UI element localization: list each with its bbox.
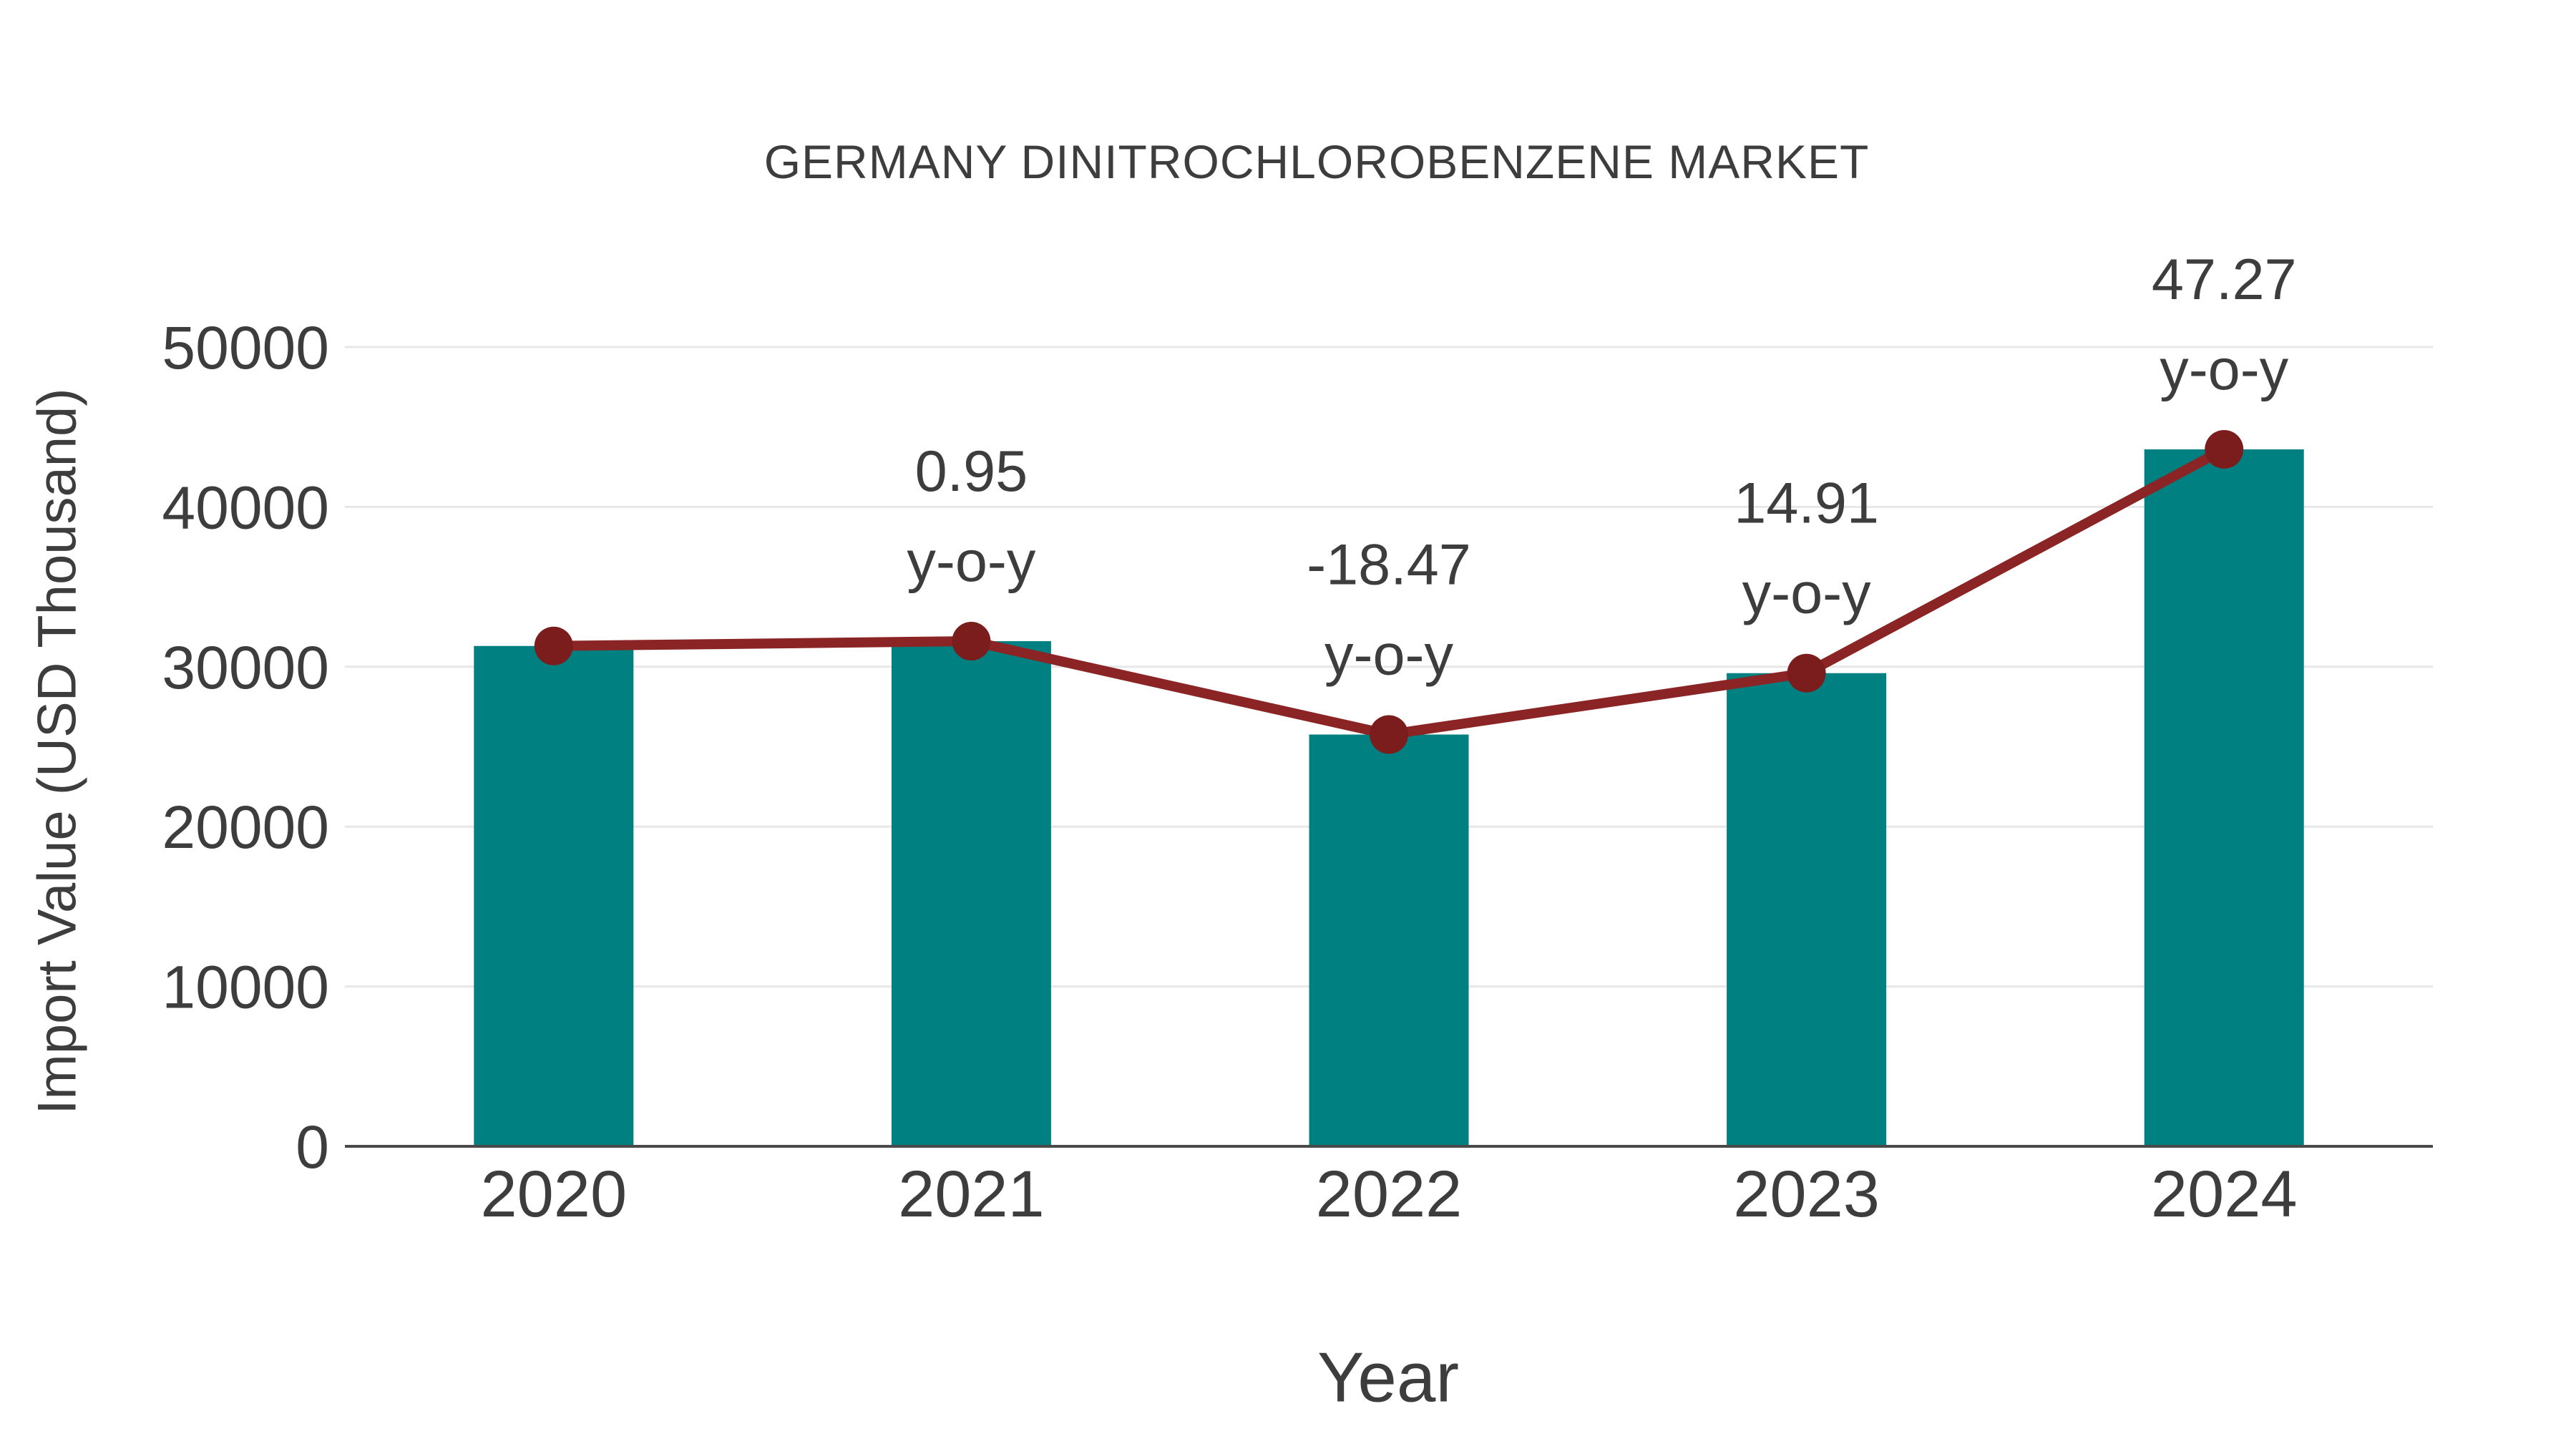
trend-marker-2020 [534,626,573,665]
x-tick-label: 2023 [1733,1158,1880,1231]
y-tick-label: 10000 [162,954,329,1021]
bar-2021 [891,641,1051,1146]
yoy-value-label: 47.27 [2152,248,2297,312]
x-axis-title: Year [1317,1337,1460,1417]
yoy-value-label: -18.47 [1307,533,1471,597]
y-tick-label: 30000 [162,634,329,701]
trend-marker-2022 [1370,715,1408,754]
bar-2023 [1727,673,1887,1146]
trend-marker-2021 [952,622,991,661]
yoy-value-label: 14.91 [1734,472,1879,536]
yoy-sublabel: y-o-y [1742,562,1871,626]
x-tick-label: 2020 [480,1158,627,1231]
y-tick-label: 50000 [162,314,329,381]
yoy-sublabel: y-o-y [907,530,1035,594]
bar-2024 [2144,449,2304,1146]
y-tick-label: 0 [296,1113,329,1181]
chart-title: GERMANY DINITROCHLOROBENZENE MARKET [763,135,1870,188]
yoy-sublabel: y-o-y [1324,623,1453,688]
yoy-sublabel: y-o-y [2160,338,2288,402]
x-tick-label: 2021 [898,1158,1045,1231]
y-tick-label: 40000 [162,474,329,541]
trend-marker-2023 [1787,653,1826,693]
x-tick-label: 2024 [2151,1158,2298,1231]
bar-2020 [474,645,634,1146]
yoy-value-label: 0.95 [915,439,1028,504]
x-tick-label: 2022 [1316,1158,1463,1231]
y-tick-label: 20000 [162,794,329,861]
trend-marker-2024 [2205,429,2244,469]
bar-2022 [1309,734,1469,1146]
